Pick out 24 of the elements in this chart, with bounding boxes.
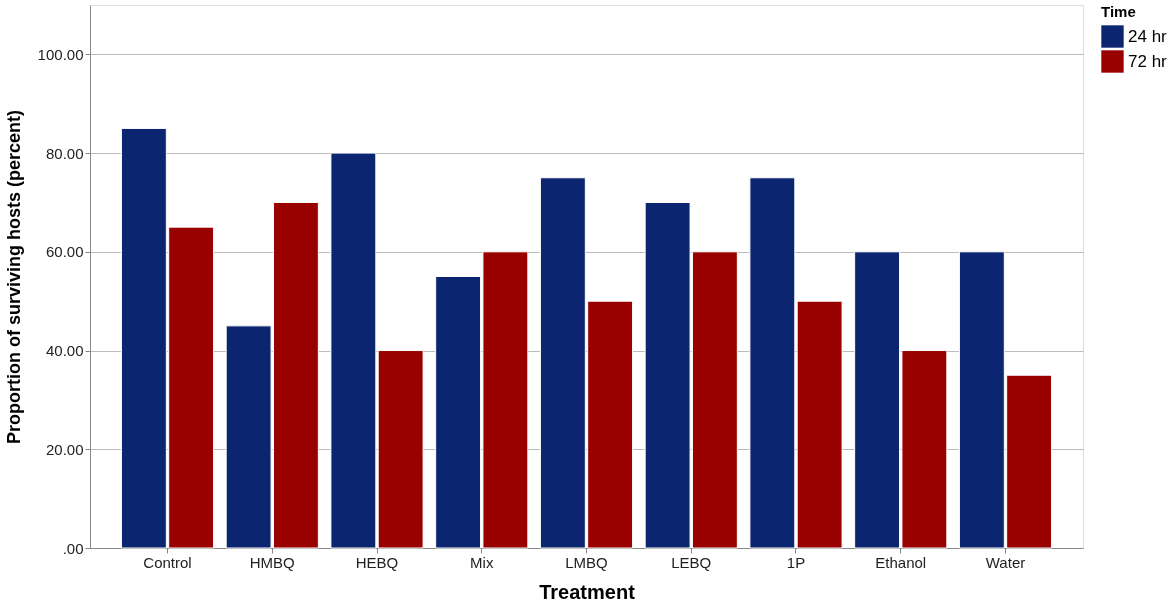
y-tick-label: 100.00 xyxy=(37,45,84,63)
x-tick-label: 1P xyxy=(786,553,806,571)
x-tick-label: Mix xyxy=(470,553,494,571)
bar xyxy=(749,177,796,549)
y-tick-label: 40.00 xyxy=(45,342,84,360)
y-axis-title: Proportion of surviving hosts (percent) xyxy=(3,109,24,445)
bar xyxy=(377,350,424,549)
x-tick-label: HMBQ xyxy=(249,553,295,571)
y-tick-label: 60.00 xyxy=(45,243,84,261)
legend-title: Time xyxy=(1101,3,1136,20)
x-tick-label: LEBQ xyxy=(671,553,712,571)
x-axis-title: Treatment xyxy=(539,580,636,603)
legend-label: 24 hr xyxy=(1128,26,1168,46)
bar xyxy=(796,300,843,549)
y-tick-label: 20.00 xyxy=(45,440,84,458)
y-tick-label: .00 xyxy=(62,539,84,557)
legend-label: 72 hr xyxy=(1128,51,1168,71)
x-tick-label: HEBQ xyxy=(355,553,399,571)
x-tick-label: Ethanol xyxy=(875,553,927,571)
x-tick-label: LMBQ xyxy=(565,553,608,571)
x-tick-label: Control xyxy=(143,553,192,571)
x-tick-label: Water xyxy=(985,553,1026,571)
y-tick-label: 80.00 xyxy=(45,144,84,162)
bar xyxy=(330,152,377,549)
